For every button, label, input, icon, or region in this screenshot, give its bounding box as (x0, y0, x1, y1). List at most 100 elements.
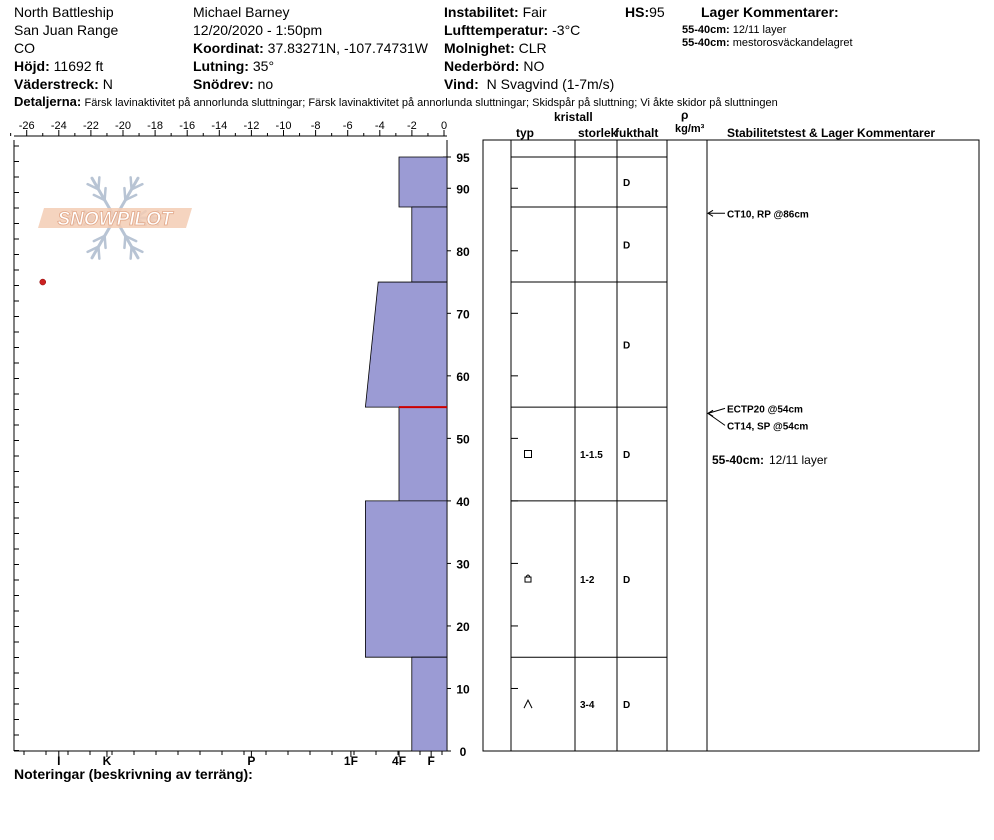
wind-value: N Svagvind (1-7m/s) (486, 76, 615, 92)
logo-wordmark: SNOWPILOT (57, 209, 173, 230)
depth-tick-label: 50 (456, 432, 470, 446)
temp-tick-label: -6 (343, 120, 353, 132)
temp-tick-label: -22 (83, 120, 99, 132)
sky-label: Molnighet: (444, 40, 515, 56)
hardness-label: 4F (392, 754, 406, 768)
depth-tick-label: 90 (456, 182, 470, 196)
slope-value: 35° (252, 58, 275, 74)
snowflake-branch (129, 176, 133, 191)
precip: Nederbörd: NO (444, 57, 544, 75)
depth-hoar-symbol (523, 698, 533, 709)
drift: Snödrev: no (193, 75, 273, 93)
layer-comment-text: mestorosväckandelagret (732, 37, 853, 49)
range-name: San Juan Range (14, 22, 119, 38)
temp-tick-label: -14 (211, 120, 227, 132)
layer-comments-title: Lager Kommentarer: (701, 4, 839, 20)
temp-tick-label: -8 (311, 120, 321, 132)
logo-banner (38, 208, 192, 228)
table-border (482, 139, 980, 752)
depth-tick-label: 30 (456, 557, 470, 571)
wind: Vind: N Svagvind (1-7m/s) (444, 75, 614, 93)
temp-tick-label: -16 (179, 120, 195, 132)
layer-moisture: D (623, 341, 630, 352)
temp-tick-label: 0 (441, 120, 447, 132)
layer-moisture: D (623, 450, 630, 461)
snowflake-branch (92, 193, 106, 202)
hardness-layer-5 (364, 500, 448, 658)
slope-label: Lutning: (193, 58, 249, 74)
temp-tick-label: -24 (51, 120, 67, 132)
elevation-value: 11692 ft (53, 58, 104, 74)
layer-comment-1: 55-40cm: 12/11 layer (682, 24, 786, 36)
depth-tick-label: 95 (456, 151, 470, 165)
layer-grain-size: 1-1.5 (580, 450, 603, 461)
layer-moisture: D (623, 700, 630, 711)
elevation-label: Höjd: (14, 58, 50, 74)
sky: Molnighet: CLR (444, 39, 547, 57)
snowflake-branch (130, 245, 144, 254)
rho-header: ρ (681, 108, 689, 122)
layer-comment-2: 55-40cm: mestorosväckandelagret (682, 37, 853, 49)
depth-tick-label: 0 (460, 745, 467, 759)
snowflake-branch (123, 234, 127, 250)
stability-test-label: CT14, SP @54cm (727, 421, 808, 432)
state-name: CO (14, 40, 35, 56)
airtemp-value: -3°C (552, 22, 581, 38)
stability-test-label: ECTP20 @54cm (727, 404, 803, 415)
stability-test-leader (707, 407, 726, 414)
layer-grain-size: 1-2 (580, 575, 595, 586)
snow-height: HS:95 (625, 3, 665, 21)
layer-moisture: D (623, 575, 630, 586)
snowflake-branch (124, 193, 138, 202)
table-layer-comment-text: 12/11 layer (769, 453, 827, 467)
hardness-layer-6 (411, 656, 448, 752)
details-label: Detaljerna: (14, 94, 82, 109)
snowflake-branch (86, 182, 100, 191)
airtemp-label: Lufttemperatur: (444, 22, 549, 38)
hardness-label: K (103, 754, 112, 768)
temperature-point (39, 278, 46, 286)
stability-value: Fair (522, 4, 547, 20)
density-unit-header: kg/m³ (675, 123, 705, 135)
stability: Instabilitet: Fair (444, 3, 547, 21)
coordinates: Koordinat: 37.83271N, -107.74731W (193, 39, 428, 57)
drift-label: Snödrev: (193, 76, 254, 92)
coord-label: Koordinat: (193, 40, 264, 56)
depth-tick-label: 10 (456, 682, 470, 696)
snowflake-branch (129, 245, 133, 260)
depth-tick-label: 80 (456, 245, 470, 259)
snowflake-branch (86, 245, 100, 254)
sky-value: CLR (518, 40, 547, 56)
temp-tick-label: -20 (115, 120, 131, 132)
aspect: Väderstreck: N (14, 75, 113, 93)
hardness-layer-3 (364, 281, 448, 408)
hardness-label: F (427, 754, 434, 768)
layer-table: D D D D 1-1.5 D 1-2 D 3-4 (482, 139, 980, 752)
size-header: storlek (578, 126, 616, 140)
crystal-header: kristall (554, 110, 593, 124)
layer-grain-size: 3-4 (580, 700, 595, 711)
snowflake-branch (92, 234, 106, 243)
snowflake-branch (97, 245, 101, 260)
hardness-layers (39, 156, 448, 752)
temp-tick-label: -18 (147, 120, 163, 132)
depth-tick-label: 60 (456, 370, 470, 384)
moisture-header: fukthalt (615, 126, 659, 140)
air-temp: Lufttemperatur: -3°C (444, 21, 580, 39)
temp-tick-label: -26 (19, 120, 35, 132)
location-name: North Battleship (14, 4, 114, 20)
hardness-label: 1F (344, 754, 358, 768)
observation-datetime: 12/20/2020 - 1:50pm (193, 22, 323, 38)
layer-comment-text: 12/11 layer (732, 24, 787, 36)
stability-test-arrow (707, 409, 714, 417)
hardness-layer-1 (398, 156, 448, 208)
snowflake-branch (124, 234, 138, 243)
snowflake-branch (130, 182, 144, 191)
slope: Lutning: 35° (193, 57, 274, 75)
aspect-value: N (102, 76, 113, 92)
wind-label: Vind: (444, 76, 479, 92)
snowflake-branch (123, 186, 127, 202)
notes-label: Noteringar (beskrivning av terräng): (14, 766, 253, 782)
stability-test-label: CT10, RP @86cm (727, 209, 809, 220)
stability-tests: CT10, RP @86cm ECTP20 @54cm CT14, SP @54cm… (707, 209, 827, 467)
